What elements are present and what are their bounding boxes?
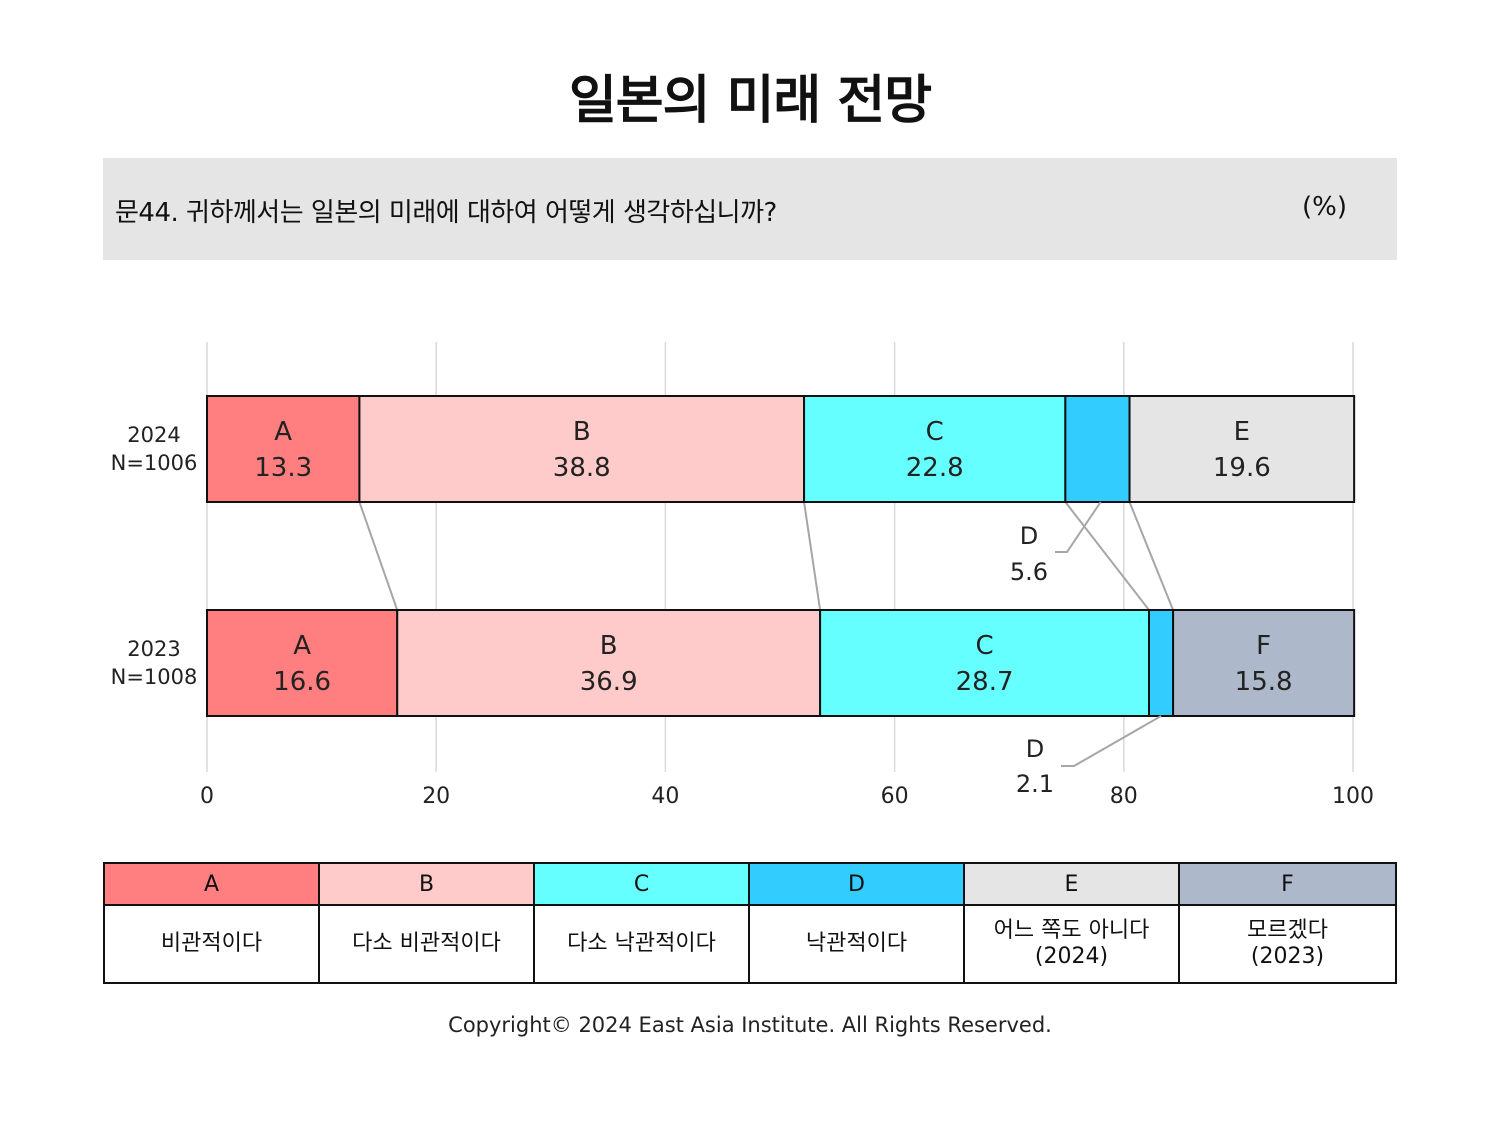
legend-label-f: 모르겠다 (2023) — [1247, 918, 1328, 969]
data-label-value: 16.6 — [273, 667, 331, 697]
data-label-value: 28.7 — [956, 667, 1014, 697]
x-tick-label: 100 — [1332, 784, 1374, 809]
unit-label: (%) — [1302, 192, 1347, 222]
legend-label-c: 다소 낙관적이다 — [535, 906, 750, 982]
legend-table: A B C D E F 비관적이다 다소 비관적이다 다소 낙관적이다 낙관적이… — [103, 862, 1397, 984]
legend-label-d: 낙관적이다 — [750, 906, 965, 982]
data-label-code: B — [573, 417, 591, 447]
legend-label-b: 다소 비관적이다 — [320, 906, 535, 982]
data-label-value: 38.8 — [553, 453, 611, 483]
data-label-value: 19.6 — [1213, 453, 1271, 483]
legend-code-b: B — [320, 864, 535, 906]
bar-segment-b — [358, 395, 806, 503]
legend-label-a: 비관적이다 — [105, 906, 320, 982]
x-tick-label: 20 — [422, 784, 450, 809]
question-text: 문44. 귀하께서는 일본의 미래에 대하여 어떻게 생각하십니까? — [115, 198, 777, 228]
chart-title: 일본의 미래 전망 — [568, 71, 932, 131]
connector-line — [1128, 501, 1175, 611]
stacked-bar-chart: 0 20 40 60 80 100 2024 N=1006 A 13.3 B 38.8 C 22.8 D 5.… — [111, 342, 1374, 809]
data-label-value: 22.8 — [906, 453, 964, 483]
legend-label-e: 어느 쪽도 아니다 (2024) — [965, 906, 1180, 982]
data-label-value: 5.6 — [1010, 558, 1048, 586]
data-label-code: C — [926, 417, 944, 447]
bar-segment-f — [1172, 609, 1356, 717]
legend-code-e: E — [965, 864, 1180, 906]
bar-segment-c — [803, 395, 1067, 503]
bar-segment-d — [1064, 395, 1131, 503]
data-label-value: 2.1 — [1016, 770, 1054, 798]
x-tick-label: 60 — [881, 784, 909, 809]
row-label-n: N=1006 — [111, 451, 198, 475]
data-label-code: A — [274, 417, 292, 447]
connector-line — [803, 501, 822, 611]
connector-line — [1064, 501, 1150, 611]
data-label-value: 15.8 — [1235, 667, 1293, 697]
legend-code-f: F — [1180, 864, 1395, 906]
x-tick-label: 40 — [651, 784, 679, 809]
data-label-code: E — [1234, 417, 1250, 447]
data-label-code: D — [1026, 735, 1044, 763]
legend-code-c: C — [535, 864, 750, 906]
legend-code-a: A — [105, 864, 320, 906]
bar-segment-a — [206, 395, 361, 503]
bar-segment-e — [1128, 395, 1356, 503]
data-label-code: A — [293, 631, 311, 661]
data-label-code: F — [1256, 631, 1271, 661]
row-label-year: 2023 — [127, 637, 180, 661]
x-tick-label: 0 — [200, 784, 214, 809]
question-banner: 문44. 귀하께서는 일본의 미래에 대하여 어떻게 생각하십니까? (%) — [103, 158, 1397, 260]
callout-line — [1061, 715, 1162, 767]
bar-segment-a — [206, 609, 399, 717]
row-label-year: 2024 — [127, 423, 180, 447]
data-label-value: 36.9 — [580, 667, 638, 697]
data-label-value: 13.3 — [254, 453, 312, 483]
data-label-code: C — [975, 631, 993, 661]
bar-segment-d — [1148, 609, 1175, 717]
copyright-notice: Copyright© 2024 East Asia Institute. All… — [448, 1013, 1052, 1037]
connector-line — [358, 501, 399, 611]
data-label-code: B — [600, 631, 618, 661]
bar-segment-b — [396, 609, 822, 717]
callout-line — [1055, 501, 1102, 553]
bar-segment-c — [819, 609, 1151, 717]
x-tick-label: 80 — [1110, 784, 1138, 809]
data-label-code: D — [1020, 522, 1038, 550]
legend-code-d: D — [750, 864, 965, 906]
row-label-n: N=1008 — [111, 665, 198, 689]
